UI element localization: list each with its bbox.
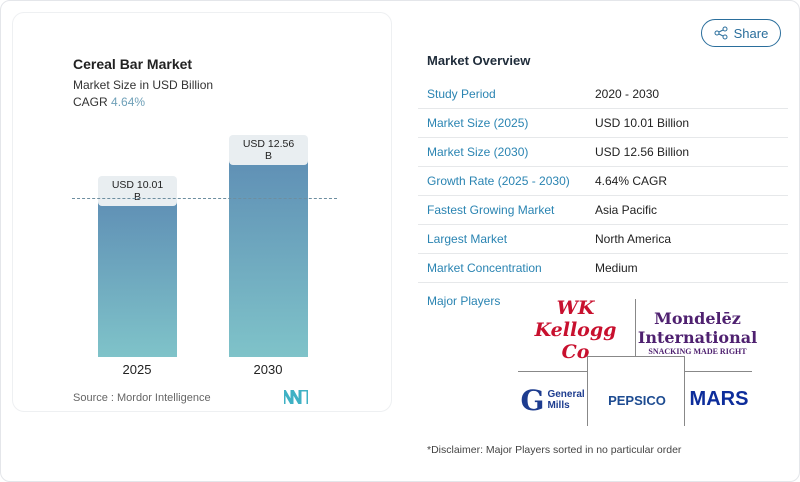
- general-mills-g-icon: G: [520, 383, 545, 417]
- row-value: 4.64% CAGR: [595, 174, 668, 188]
- players-title: Major Players: [427, 294, 501, 308]
- row-key: Market Concentration: [427, 261, 542, 275]
- overview-row: Market Size (2025) USD 10.01 Billion: [418, 109, 788, 138]
- mars-logo: MARS: [689, 387, 749, 410]
- pepsico-logo: PEPSICO: [608, 392, 666, 408]
- cagr-label: CAGR: [73, 95, 108, 109]
- x-tick-label: 2025: [122, 362, 152, 377]
- row-value: Asia Pacific: [595, 203, 658, 217]
- mordor-logo-icon: [284, 390, 308, 404]
- share-button[interactable]: Share: [701, 19, 781, 47]
- row-key: Market Size (2030): [427, 145, 529, 159]
- row-key: Largest Market: [427, 232, 508, 246]
- row-value: USD 10.01 Billion: [595, 116, 690, 130]
- chart-title: Cereal Bar Market: [73, 56, 193, 72]
- mondelez-name: Mondelēz International: [637, 308, 758, 347]
- overview-row: Market Size (2030) USD 12.56 Billion: [418, 138, 788, 167]
- cagr: CAGR 4.64%: [73, 95, 145, 109]
- row-value: North America: [595, 232, 672, 246]
- chart-card: [12, 12, 392, 412]
- overview-row: Largest Market North America: [418, 225, 788, 254]
- overview-row: Study Period 2020 - 2030: [418, 80, 788, 109]
- disclaimer: *Disclaimer: Major Players sorted in no …: [427, 444, 682, 456]
- overview-row: Fastest Growing Market Asia Pacific: [418, 196, 788, 225]
- row-key: Market Size (2025): [427, 116, 529, 130]
- row-value: USD 12.56 Billion: [595, 145, 690, 159]
- chart-subtitle: Market Size in USD Billion: [73, 78, 214, 92]
- overview-row: Market Concentration Medium: [418, 254, 788, 283]
- row-key: Study Period: [427, 87, 496, 101]
- bar-2025: [98, 198, 177, 357]
- row-value: 2020 - 2030: [595, 87, 660, 101]
- bar-2030: [229, 157, 308, 357]
- share-icon: [714, 26, 728, 40]
- data-label: USD 12.56 B: [229, 135, 308, 165]
- cagr-value: 4.64%: [111, 95, 146, 109]
- mondelez-tagline: SNACKING MADE RIGHT: [648, 346, 747, 356]
- general-mills-name: General Mills: [547, 389, 585, 411]
- share-label: Share: [733, 25, 769, 41]
- row-value: Medium: [595, 261, 638, 275]
- overview-title: Market Overview: [427, 53, 531, 68]
- divider: [587, 356, 685, 426]
- row-key: Growth Rate (2025 - 2030): [427, 174, 570, 188]
- data-label: USD 10.01 B: [98, 176, 177, 206]
- source: Source : Mordor Intelligence: [73, 392, 211, 404]
- general-mills-logo: G General Mills: [518, 380, 586, 420]
- row-key: Fastest Growing Market: [427, 203, 555, 217]
- kellogg-logo: WK Kellogg Co: [534, 297, 617, 363]
- mondelez-logo: Mondelēz International SNACKING MADE RIGH…: [638, 309, 757, 356]
- reference-line: [72, 198, 337, 199]
- divider: [635, 299, 636, 356]
- x-tick-label: 2030: [253, 362, 283, 377]
- overview-row: Growth Rate (2025 - 2030) 4.64% CAGR: [418, 167, 788, 196]
